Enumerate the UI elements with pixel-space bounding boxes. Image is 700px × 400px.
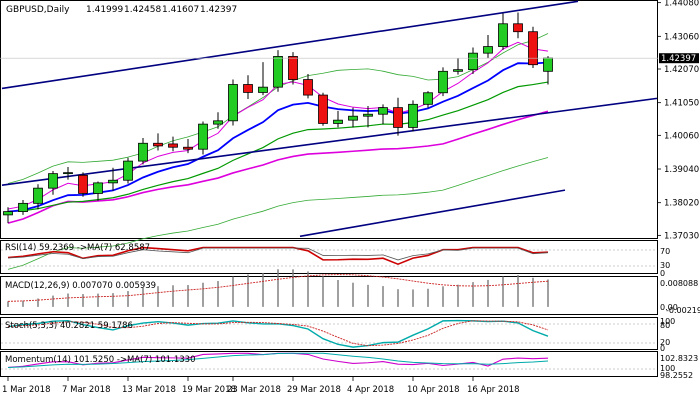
date-tick-label: 13 Mar 2018 [122,385,176,395]
bull-candle-body [348,115,358,121]
stoch-title: Stoch(5,3,3) 40.2821 59.1786 [5,321,133,331]
channel-upper [1,0,579,90]
rsi-tick-70: 70 [660,247,670,256]
bull-candle-body [408,103,418,128]
price-tick-label: 1.41050 [664,99,699,109]
macd-tick-top: 0.008088 [660,279,698,288]
bull-candle-body [93,182,103,194]
date-tick-label: 16 Apr 2018 [467,385,520,395]
date-tick-label: 23 Mar 2018 [227,385,281,395]
date-tick-label: 10 Apr 2018 [407,385,460,395]
stoch-signal-line [7,320,549,347]
bull-candle-body [63,172,73,175]
price-axis: 1.44080 1.43060 1.42070 1.41050 1.40060 1.390… [657,0,699,241]
main-panel-frame [0,0,658,239]
momentum-tick-bottom: 98.2552 [660,371,693,380]
bull-candle-body [18,202,28,212]
rsi-tick-30: 30 [660,261,670,270]
chart-title: GBPUSD,Daily [6,5,70,15]
date-tick-label: 19 Mar 2018 [182,385,236,395]
stoch-tick-0: 0 [660,344,665,353]
price-tick-label: 1.44080 [664,0,699,9]
ohlc-low: 1.41607 [162,5,199,15]
price-tick-label: 1.40060 [664,131,699,141]
momentum-lines [7,352,549,369]
price-tick-label: 1.39040 [664,165,699,175]
date-tick-label: 1 Mar 2018 [2,385,50,395]
ohlc-close: 1.42397 [200,5,237,15]
channel-lower [299,189,566,238]
stoch-tick-20: 20 [660,338,670,347]
macd-title: MACD(12,26,9) 0.007070 0.005939 [5,281,156,291]
rsi-title: RSI(14) 59.2369 ->MA(7) 62.8587 [5,243,150,253]
rsi-ma-line [7,247,549,261]
bull-candle-body [198,123,208,150]
bull-candle-body [273,56,283,88]
rsi-lines [7,246,549,266]
stoch-tick-80: 80 [660,321,670,330]
bear-candle-body [153,142,163,147]
bollinger-lower [7,157,549,270]
bull-candle-body [48,173,58,189]
macd-tick-zero: 0.00 [660,303,678,312]
current-price-box [659,53,699,64]
date-axis: 1 Mar 2018 7 Mar 2018 13 Mar 2018 19 Mar 20… [2,377,520,395]
momentum-tick-100: 100 [660,364,675,373]
bull-candle-body [228,84,238,122]
ohlc-high: 1.42458 [124,5,161,15]
bear-candle-body [78,174,88,194]
bear-candle-body [183,146,193,150]
bear-candle-body [318,94,328,124]
bull-candle-body [33,187,43,204]
bull-candle-body [123,160,133,181]
bear-candle-body [393,107,403,128]
date-tick-label: 29 Mar 2018 [287,385,341,395]
date-tick-label: 7 Mar 2018 [62,385,110,395]
bull-candle-body [333,119,343,124]
bull-candle-body [258,86,268,93]
bull-candle-body [378,107,388,115]
stoch-panel-frame [0,317,658,350]
current-price-label: 1.42397 [661,54,696,64]
momentum-tick-top: 102.8323 [660,354,698,363]
date-tick-label: 4 Apr 2018 [347,385,394,395]
bear-candle-body [528,31,538,66]
bear-candle-body [168,143,178,148]
bull-candle-body [138,142,148,162]
macd-histogram [7,269,549,307]
bull-candle-body [483,46,493,54]
bull-candle-body [438,70,448,94]
slow-ma-line [7,110,549,224]
price-tick-label: 1.42070 [664,65,699,75]
bear-candle-body [513,23,523,33]
rsi-tick-0: 0 [660,269,665,278]
bear-candle-body [243,84,253,93]
bear-candle-body [303,79,313,96]
bull-candle-body [3,211,13,216]
price-tick-label: 1.38020 [664,199,699,209]
macd-tick-bottom: -0.002197 [666,306,700,315]
bull-candle-body [363,113,373,117]
momentum-title: Momentum(14) 101.5250 ->MA(7) 101.1330 [5,355,195,365]
bull-candle-body [543,57,553,72]
ohlc-open: 1.41999 [86,5,123,15]
bear-candle-body [288,56,298,80]
stoch-lines [7,319,549,348]
bull-candle-body [498,23,508,47]
momentum-ma-line [7,352,549,368]
price-candles [3,12,553,224]
bull-candle-body [423,92,433,105]
macd-signal-line [7,274,549,302]
bull-candle-body [453,69,463,72]
bull-candle-body [468,52,478,71]
bull-candle-body [108,179,118,184]
stoch-tick-100: 100 [660,317,675,326]
bull-candle-body [213,120,223,125]
macd-signal [7,274,549,302]
price-tick-label: 1.43060 [664,32,699,42]
price-tick-label: 1.37030 [664,231,699,241]
channel-middle [1,97,658,186]
rsi-line [7,246,549,266]
